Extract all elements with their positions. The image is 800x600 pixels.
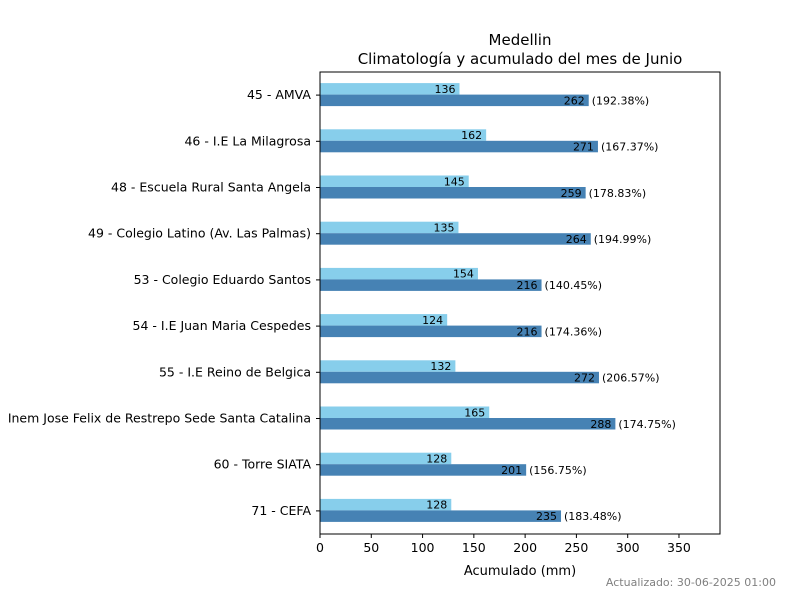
y-tick-label: 48 - Escuela Rural Santa Angela bbox=[111, 180, 311, 195]
x-tick-label: 150 bbox=[462, 540, 486, 555]
bar-percent-label: (174.36%) bbox=[545, 325, 603, 338]
x-axis-label: Acumulado (mm) bbox=[464, 564, 576, 579]
bar-percent-label: (206.57%) bbox=[602, 372, 660, 385]
bar-value-label: 154 bbox=[453, 268, 474, 281]
bar-series-2 bbox=[320, 510, 562, 522]
bar-value-label: 128 bbox=[426, 452, 447, 465]
x-tick-label: 300 bbox=[616, 540, 640, 555]
x-tick-label: 0 bbox=[316, 540, 324, 555]
bar-value-label: 272 bbox=[574, 372, 595, 385]
x-tick-label: 250 bbox=[564, 540, 588, 555]
bar-series-1 bbox=[320, 406, 490, 418]
bar-series-2 bbox=[320, 279, 542, 291]
bar-value-label: 235 bbox=[536, 510, 557, 523]
bar-value-label: 271 bbox=[573, 141, 594, 154]
x-tick-label: 350 bbox=[667, 540, 691, 555]
bar-series-2 bbox=[320, 187, 586, 199]
bar-series-1 bbox=[320, 452, 452, 465]
y-tick-label: 55 - I.E Reino de Belgica bbox=[159, 364, 311, 379]
plot-area: 136 262 (192.38%) 45 - AMVA 162 271 (167.37%) 4… bbox=[8, 71, 721, 555]
x-tick-label: 100 bbox=[411, 540, 435, 555]
bar-series-1 bbox=[320, 221, 459, 234]
bar-value-label: 264 bbox=[566, 233, 587, 246]
bar-value-label: 145 bbox=[444, 175, 465, 188]
bar-value-label: 132 bbox=[430, 360, 451, 373]
bar-series-2 bbox=[320, 325, 542, 338]
bar-value-label: 136 bbox=[434, 83, 455, 96]
bar-value-label: 135 bbox=[433, 221, 454, 234]
y-tick-label: 60 - Torre SIATA bbox=[214, 457, 312, 472]
bar-percent-label: (174.75%) bbox=[618, 418, 676, 431]
bar-series-2 bbox=[320, 418, 616, 430]
bar-percent-label: (178.83%) bbox=[589, 187, 647, 200]
bar-series-1 bbox=[320, 314, 448, 326]
y-tick-label: Inem Jose Felix de Restrepo Sede Santa C… bbox=[8, 411, 311, 426]
bar-series-2 bbox=[320, 140, 598, 153]
bar-percent-label: (140.45%) bbox=[545, 279, 603, 292]
bar-percent-label: (192.38%) bbox=[592, 94, 650, 107]
bar-percent-label: (156.75%) bbox=[529, 464, 587, 477]
bar-series-2 bbox=[320, 233, 591, 245]
bar-value-label: 201 bbox=[501, 464, 522, 477]
y-tick-label: 53 - Colegio Eduardo Santos bbox=[134, 272, 311, 287]
bar-percent-label: (183.48%) bbox=[564, 510, 622, 523]
bar-series-1 bbox=[320, 267, 478, 280]
bar-value-label: 216 bbox=[517, 325, 538, 338]
bar-series-2 bbox=[320, 371, 599, 384]
bar-series-1 bbox=[320, 498, 452, 511]
bar-percent-label: (167.37%) bbox=[601, 141, 659, 154]
chart-subtitle: Climatología y acumulado del mes de Juni… bbox=[358, 50, 683, 68]
bar-series-1 bbox=[320, 129, 487, 141]
y-tick-label: 45 - AMVA bbox=[247, 87, 311, 102]
bar-series-1 bbox=[320, 83, 460, 95]
bar-value-label: 162 bbox=[461, 129, 482, 142]
bar-percent-label: (194.99%) bbox=[594, 233, 652, 246]
x-tick-label: 200 bbox=[513, 540, 537, 555]
bar-series-1 bbox=[320, 360, 456, 372]
bar-value-label: 124 bbox=[422, 314, 443, 327]
y-tick-label: 49 - Colegio Latino (Av. Las Palmas) bbox=[88, 226, 311, 241]
bar-series-1 bbox=[320, 175, 469, 187]
bar-series-2 bbox=[320, 94, 589, 107]
bar-value-label: 128 bbox=[426, 499, 447, 512]
axes-frame bbox=[319, 71, 721, 535]
y-tick-label: 54 - I.E Juan Maria Cespedes bbox=[133, 318, 311, 333]
x-tick-label: 50 bbox=[363, 540, 379, 555]
chart-title: Medellin bbox=[489, 31, 552, 49]
bar-value-label: 262 bbox=[564, 94, 585, 107]
updated-timestamp: Actualizado: 30-06-2025 01:00 bbox=[605, 576, 776, 589]
y-tick-label: 46 - I.E La Milagrosa bbox=[184, 133, 311, 148]
bar-series-2 bbox=[320, 464, 527, 476]
bar-value-label: 259 bbox=[561, 187, 582, 200]
bar-value-label: 288 bbox=[590, 418, 611, 431]
bar-value-label: 216 bbox=[517, 279, 538, 292]
y-tick-label: 71 - CEFA bbox=[251, 503, 311, 518]
bar-value-label: 165 bbox=[464, 406, 485, 419]
